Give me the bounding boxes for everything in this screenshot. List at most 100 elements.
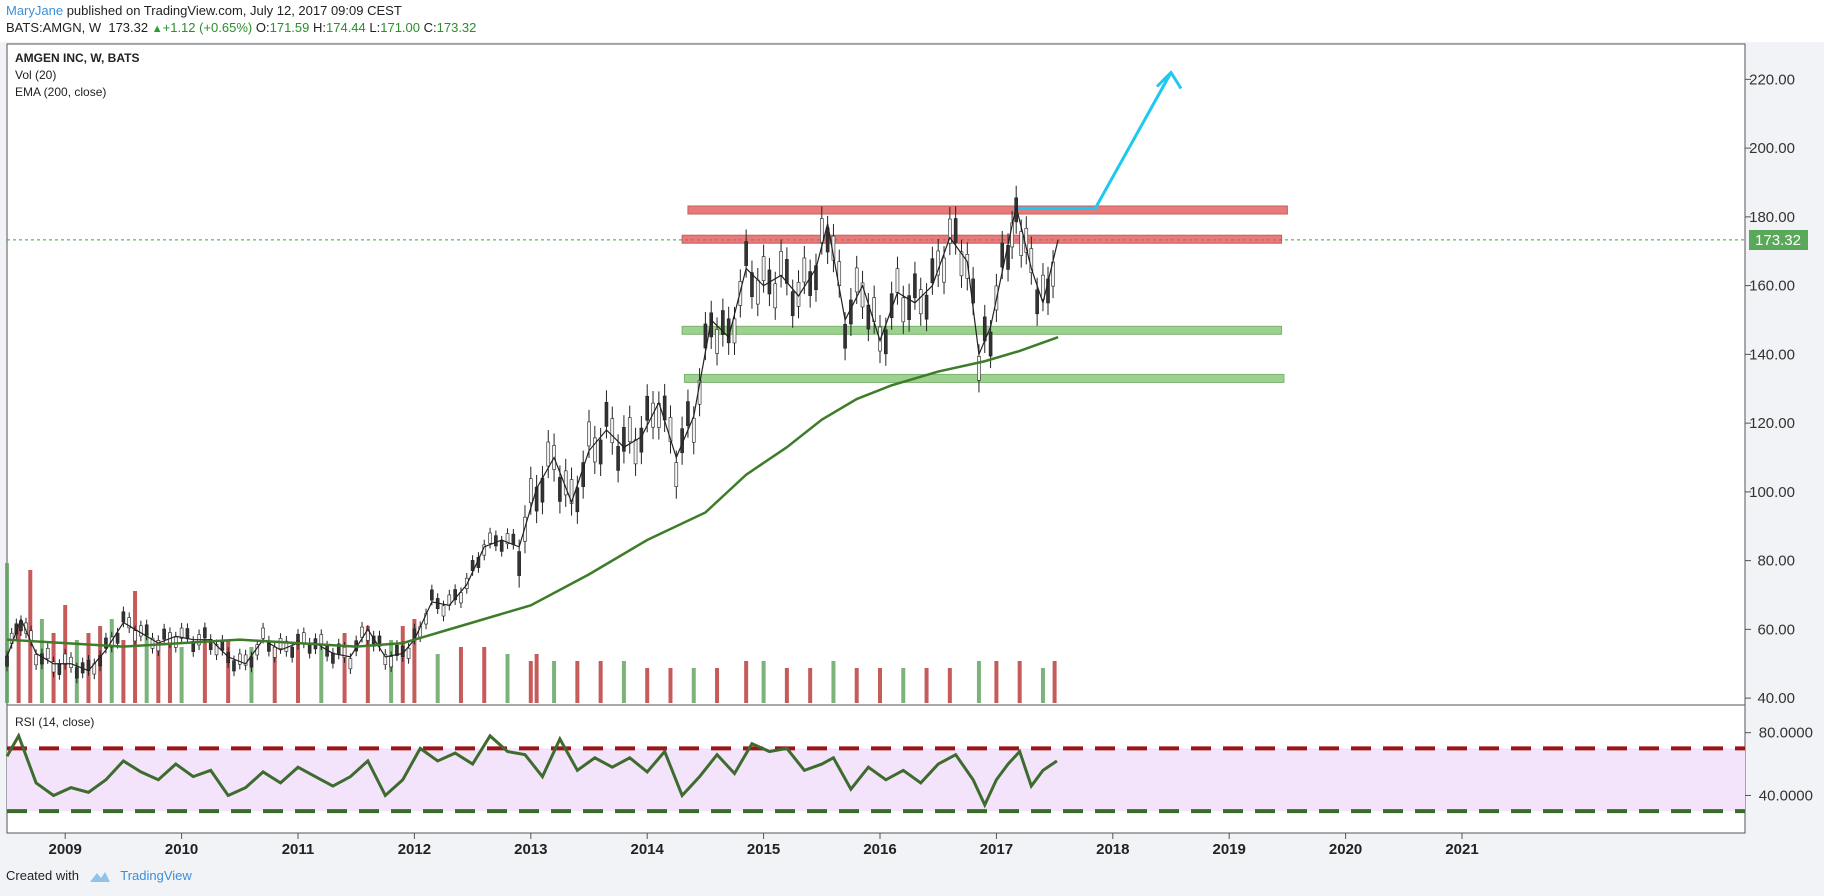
footer: Created with TradingView (6, 868, 192, 884)
candle-body (331, 652, 335, 664)
chart-frame (6, 43, 1746, 834)
candle-body (441, 605, 446, 617)
volume-bar (878, 668, 882, 703)
candle-body (825, 227, 830, 253)
author-link[interactable]: MaryJane (6, 3, 64, 18)
volume-bar (784, 668, 789, 703)
tradingview-logo-icon (89, 871, 110, 882)
candle-body (534, 486, 539, 512)
candle-body (389, 656, 393, 668)
candle-body (377, 635, 382, 647)
candle-body (709, 312, 714, 338)
candle-body (232, 660, 236, 672)
candle-body (755, 279, 760, 305)
volume-bar (365, 626, 370, 703)
volume-bar (505, 654, 510, 703)
candle-body (75, 667, 79, 679)
volume-bar (901, 668, 906, 703)
candle-body (511, 533, 516, 545)
volume-bar (575, 661, 580, 703)
candle-body (406, 647, 411, 659)
time-tick-label: 2013 (514, 841, 547, 858)
candle-body (144, 624, 149, 636)
candle-body (808, 271, 812, 296)
volume-bar (249, 647, 254, 703)
price-series (5, 185, 1059, 684)
volume-bar (482, 647, 487, 703)
volume-bar (412, 619, 417, 703)
candle-body (430, 589, 434, 601)
candle-body (936, 250, 941, 276)
target-arrow-path (1013, 71, 1173, 210)
tradingview-brand-link[interactable]: TradingView (120, 868, 192, 883)
candle-body (1000, 242, 1005, 268)
price-tick-label: 140.00 (1749, 346, 1795, 363)
candle-body (5, 655, 9, 667)
candle-body (453, 589, 457, 601)
ohlc-line: BATS:AMGN, W 173.32 ▲+1.12 (+0.65%) O:17… (6, 20, 476, 35)
candle-body (45, 648, 50, 659)
volume-bar (202, 640, 207, 703)
candle-body (243, 654, 248, 666)
close-value: 173.32 (436, 20, 477, 35)
candle-body (133, 630, 137, 642)
price-tick-label: 100.00 (1749, 484, 1795, 501)
candle-body (901, 297, 906, 323)
candle-body (348, 658, 353, 670)
high-label: H: (313, 20, 326, 35)
price-tick-label: 180.00 (1749, 209, 1795, 226)
volume-bar (272, 647, 277, 703)
time-tick-label: 2010 (165, 841, 198, 858)
volume-bar (598, 661, 603, 703)
volume-bar (1017, 661, 1022, 703)
volume-bar (808, 668, 813, 703)
volume-bar (16, 626, 21, 703)
candle-body (249, 656, 254, 668)
candle-body (109, 636, 114, 648)
candle-body (977, 356, 981, 381)
candle-body (540, 477, 545, 503)
candle-body (785, 259, 789, 284)
candle-body (988, 331, 993, 357)
volume-bar (854, 668, 859, 703)
volume-bar (144, 633, 149, 703)
candle-body (645, 395, 650, 421)
candle-body (127, 617, 132, 629)
candle-body (849, 299, 853, 325)
candle-body (790, 291, 795, 317)
candle-body (668, 417, 673, 442)
candle-body (913, 273, 917, 299)
volume-bar (691, 668, 696, 703)
volume-bar (156, 640, 161, 703)
candle-body (383, 653, 388, 665)
volume-bar (1040, 668, 1045, 703)
price-chart[interactable]: 40.00 60.00 80.00 100.00 120.00 140.00 160.00 1… (0, 42, 1824, 868)
volume-bar (744, 661, 749, 703)
legend-title: AMGEN INC, W, BATS (15, 51, 139, 65)
candle-body (610, 418, 615, 444)
candle-body (272, 646, 277, 658)
support-zone (683, 373, 1285, 383)
volume-bar (831, 661, 836, 703)
symbol-label: BATS:AMGN, W (6, 20, 102, 35)
price-tick-label: 200.00 (1749, 140, 1795, 157)
publish-text: published on TradingView.com, July 12, 2… (63, 3, 402, 18)
target-arrow-head (1155, 70, 1183, 90)
candle-body (505, 533, 510, 545)
candle-body (1014, 197, 1018, 223)
time-tick-label: 2018 (1096, 841, 1129, 858)
volume-bar (179, 647, 184, 703)
volume-bar (645, 668, 650, 703)
candle-body (1046, 278, 1050, 304)
candle-body (674, 462, 679, 487)
volume-bar (621, 661, 626, 703)
rsi-tick-label: 40.0000 (1759, 787, 1813, 804)
candle-body (691, 417, 696, 443)
candle-body (261, 627, 265, 639)
candle-body (860, 282, 865, 308)
volume-bar (668, 668, 673, 703)
price-badge-bg (1749, 230, 1808, 250)
footer-created-with: Created with (6, 868, 79, 883)
candle-body (907, 295, 911, 320)
candle-body (744, 241, 748, 266)
